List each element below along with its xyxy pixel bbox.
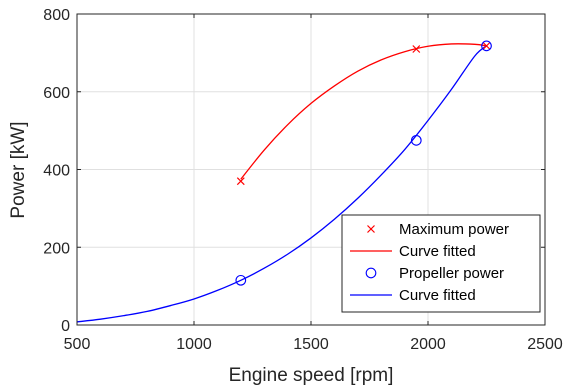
max-power-point [236, 177, 245, 186]
legend-item: Curve fitted [350, 243, 476, 260]
x-tick-label: 2500 [527, 336, 563, 353]
legend-item: Curve fitted [350, 287, 476, 304]
legend-x-marker [367, 225, 375, 233]
legend-label: Curve fitted [399, 243, 476, 260]
series-layer [76, 40, 492, 323]
y-axis-label: Power [kW] [8, 121, 29, 218]
y-tick-label: 0 [61, 318, 70, 335]
x-axis-label: Engine speed [rpm] [229, 365, 394, 386]
legend-item: Propeller power [365, 265, 504, 282]
x-tick-label: 1500 [293, 336, 329, 353]
series-line-1 [76, 45, 487, 323]
legend-label: Propeller power [399, 265, 504, 282]
y-tick-label: 800 [43, 7, 70, 24]
y-tick-label: 400 [43, 163, 70, 180]
legend-label: Curve fitted [399, 287, 476, 304]
propeller-power-point [481, 40, 492, 52]
propeller-power-point [410, 134, 422, 146]
legend-box [341, 214, 541, 313]
y-tick-label: 600 [43, 85, 70, 102]
series-line-0 [240, 43, 487, 180]
max-power-point [412, 45, 421, 53]
x-tick-label: 1000 [176, 336, 212, 353]
propeller-power-point [235, 274, 247, 286]
max-power-point [482, 41, 491, 50]
x-tick-label: 500 [64, 336, 91, 353]
y-tick-label: 200 [43, 240, 70, 257]
legend: Maximum power Curve fitted Propeller power… [341, 214, 541, 313]
ticks: 500 1000 1500 2000 2500 0 200 400 600 800 [43, 7, 563, 353]
legend-item: Maximum power [367, 221, 509, 238]
legend-label: Maximum power [399, 221, 509, 238]
x-tick-label: 2000 [410, 336, 446, 353]
legend-circle-marker [365, 267, 377, 279]
